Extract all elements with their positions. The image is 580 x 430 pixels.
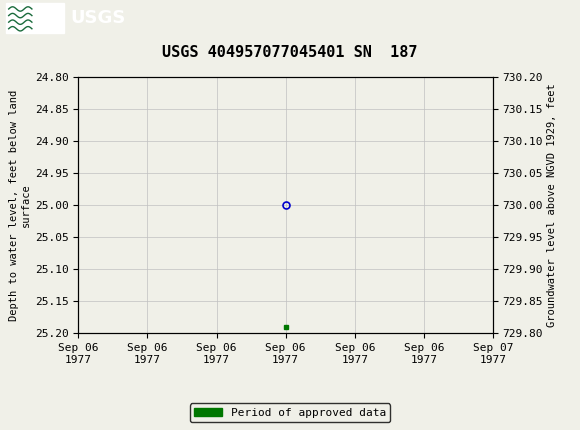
Y-axis label: Depth to water level, feet below land
surface: Depth to water level, feet below land su… [9, 90, 31, 321]
Text: USGS 404957077045401 SN  187: USGS 404957077045401 SN 187 [162, 45, 418, 60]
Legend: Period of approved data: Period of approved data [190, 403, 390, 422]
Bar [6, 3, 64, 33]
Y-axis label: Groundwater level above NGVD 1929, feet: Groundwater level above NGVD 1929, feet [548, 83, 557, 327]
Text: USGS: USGS [71, 9, 126, 27]
